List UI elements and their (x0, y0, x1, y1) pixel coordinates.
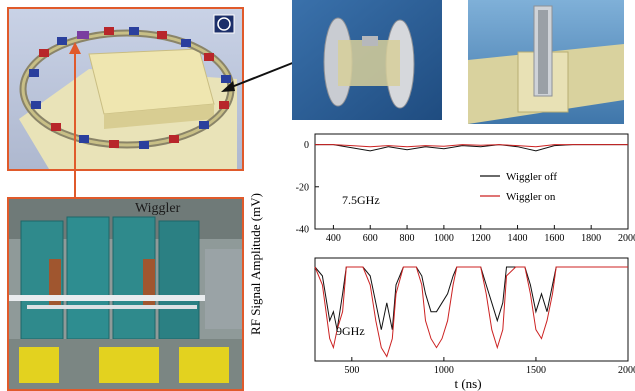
series-line-wiggler-on (315, 144, 628, 148)
ring-magnets (29, 27, 231, 149)
x-tick-label: 400 (326, 233, 341, 244)
frequency-annotation: 9GHz (336, 324, 365, 338)
y-tick-label: 0 (304, 140, 309, 151)
frequency-annotation: 7.5GHz (342, 193, 380, 207)
wiggler-label: Wiggler (135, 201, 181, 216)
cavity-render-exterior (292, 0, 442, 120)
x-axis-label: t (ns) (454, 376, 481, 391)
x-tick-label: 1600 (544, 233, 564, 244)
plot-frame (314, 257, 629, 362)
x-tick-label: 1000 (434, 233, 454, 244)
x-tick-label: 500 (344, 365, 359, 376)
storage-ring-drawing (9, 9, 242, 169)
wiggler-photo-drawing (9, 199, 242, 389)
x-tick-label: 800 (400, 233, 415, 244)
storage-ring-image (7, 7, 244, 171)
x-tick-label: 1400 (508, 233, 528, 244)
x-tick-label: 600 (363, 233, 378, 244)
link-arrow-cavity (221, 61, 296, 92)
cavity-exterior-drawing (292, 0, 442, 120)
x-tick-label: 1200 (471, 233, 491, 244)
x-tick-label: 1000 (434, 365, 454, 376)
legend-entry-label: Wiggler on (506, 191, 556, 203)
cavity-render-cutaway (468, 0, 624, 124)
y-axis-label: RF Signal Amplitude (mV) (250, 193, 263, 335)
legend-entry-label: Wiggler off (506, 171, 557, 183)
x-tick-label: 1800 (581, 233, 601, 244)
cavity-cutaway-drawing (468, 0, 624, 124)
series-line-wiggler-on (314, 266, 628, 358)
y-tick-label: -40 (296, 225, 309, 236)
wiggler-photo: Wiggler (7, 197, 244, 391)
plot-frame (314, 133, 629, 230)
y-tick-label: -20 (296, 182, 309, 193)
x-tick-label: 1500 (526, 365, 546, 376)
